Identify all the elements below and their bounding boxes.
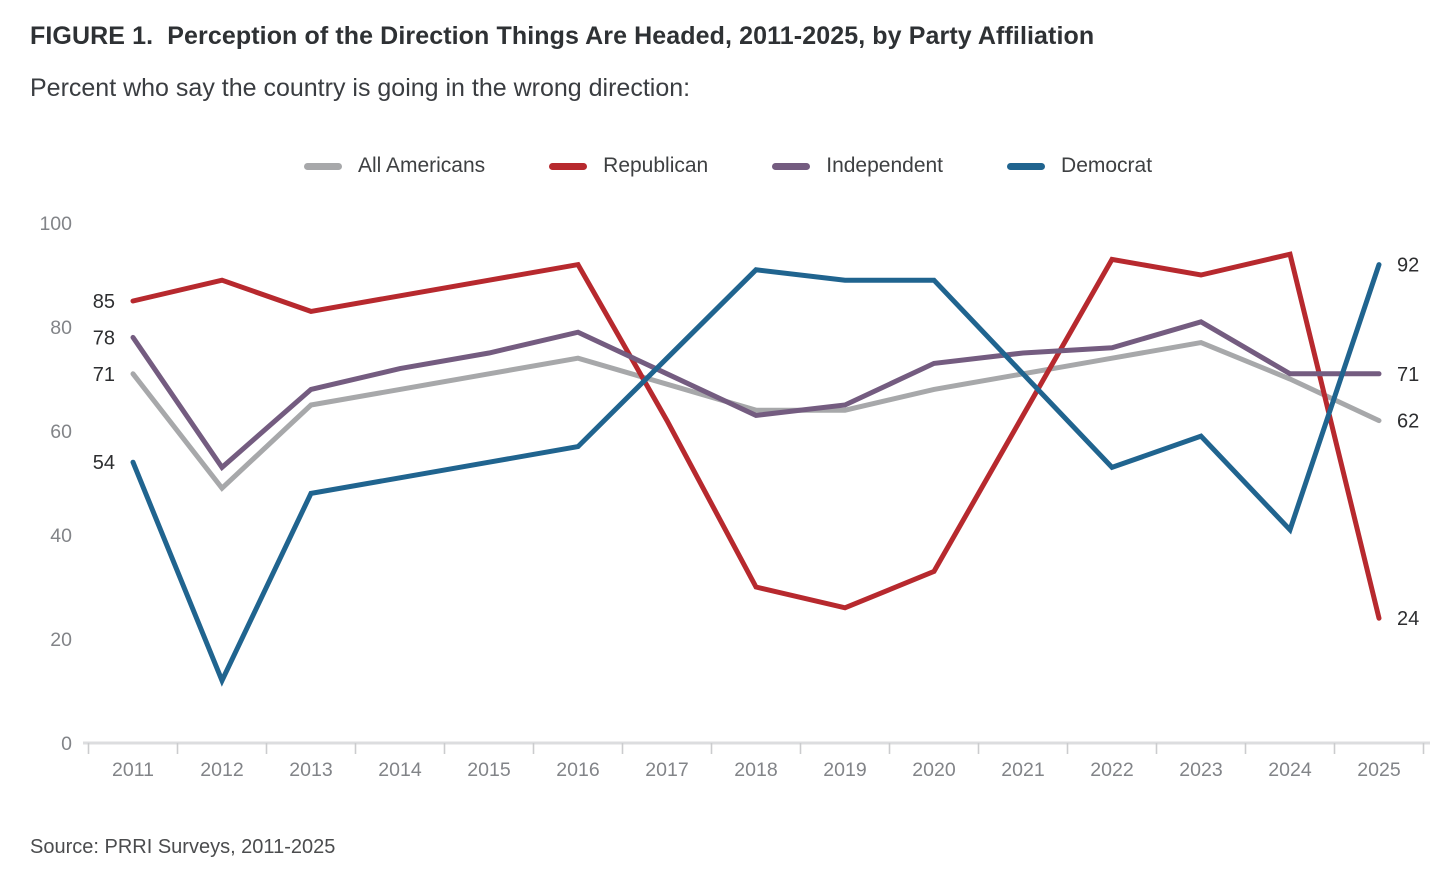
legend-label: Republican: [603, 154, 709, 177]
end-value-label-republican: 24: [1397, 608, 1419, 630]
x-tick-label: 2024: [1268, 759, 1312, 781]
start-value-label-republican: 85: [93, 291, 115, 313]
start-value-label-independent: 78: [93, 327, 115, 349]
legend-swatch-democrat: [1007, 162, 1046, 170]
series-line-all-americans: [130, 340, 1382, 492]
series-line-republican: [130, 251, 1382, 621]
y-tick-label: 100: [39, 213, 72, 235]
figure-subtitle: Percent who say the country is going in …: [30, 74, 691, 102]
legend-swatch-republican: [549, 162, 588, 170]
figure-title: FIGURE 1. Perception of the Direction Th…: [30, 22, 1095, 50]
legend-label: Independent: [826, 154, 944, 177]
legend-label: All Americans: [357, 154, 486, 177]
y-tick-label: 40: [50, 525, 72, 547]
source-note: Source: PRRI Surveys, 2011-2025: [30, 836, 336, 858]
x-tick-label: 2023: [1179, 759, 1222, 781]
direction-line-chart: 0 20 40 60 80 100 2011 2012 2013 2014 2015 2016 2017…: [39, 213, 1430, 781]
series-line-democrat: [130, 262, 1382, 687]
legend-swatch-all-americans: [303, 162, 342, 170]
legend-item-all-americans: All Americans: [303, 154, 486, 178]
x-tick-label: 2013: [289, 759, 332, 781]
x-tick-label: 2022: [1090, 759, 1133, 781]
x-tick-label: 2012: [200, 759, 243, 781]
x-tick-label: 2016: [556, 759, 599, 781]
legend-label: Democrat: [1061, 154, 1153, 177]
y-tick-label: 80: [50, 317, 72, 339]
chart-legend: All Americans Republican Independent Democr…: [0, 154, 1456, 178]
end-value-label-democrat: 92: [1397, 255, 1419, 277]
x-tick-label: 2021: [1001, 759, 1044, 781]
legend-item-independent: Independent: [772, 154, 943, 178]
y-tick-label: 20: [50, 629, 72, 651]
legend-item-republican: Republican: [549, 154, 708, 178]
end-value-label-all-americans: 62: [1397, 411, 1419, 433]
start-value-label-democrat: 54: [93, 452, 115, 474]
y-tick-label: 0: [61, 733, 72, 755]
x-tick-label: 2014: [378, 759, 422, 781]
start-value-label-all-americans: 71: [93, 364, 115, 386]
x-tick-label: 2015: [467, 759, 511, 781]
x-tick-label: 2019: [823, 759, 866, 781]
x-tick-label: 2017: [645, 759, 688, 781]
x-tick-label: 2020: [912, 759, 956, 781]
x-tick-label: 2025: [1357, 759, 1401, 781]
series-line-independent: [130, 319, 1382, 472]
legend-swatch-independent: [772, 162, 811, 170]
y-tick-label: 60: [50, 421, 72, 443]
x-tick-label: 2018: [734, 759, 777, 781]
legend-item-democrat: Democrat: [1007, 154, 1152, 178]
end-value-label-independent: 71: [1397, 364, 1419, 386]
x-tick-label: 2011: [112, 759, 154, 781]
